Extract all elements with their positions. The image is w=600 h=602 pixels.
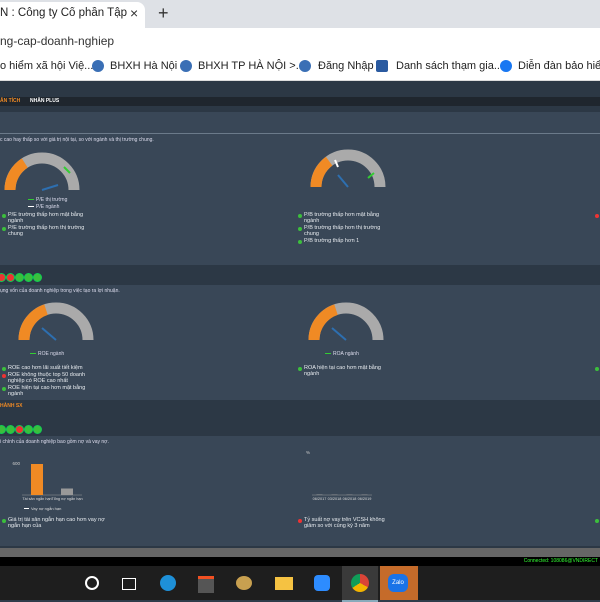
decoration xyxy=(2,387,6,391)
bullet: ROE không thuộc top 50 doanh nghiệp có R… xyxy=(8,372,88,384)
x-tick-label: 06/2019 xyxy=(358,497,372,501)
paint-icon[interactable] xyxy=(236,576,252,590)
bookmark[interactable]: Diễn đàn bảo hiểm... xyxy=(518,60,600,72)
legend: ROA ngành xyxy=(333,351,359,357)
bullet: P/B trường thấp hơn mặt bằng ngành xyxy=(304,212,384,224)
x-tick-label: 06/2017 xyxy=(313,497,327,501)
decoration xyxy=(298,227,302,231)
nav-strip xyxy=(0,97,600,106)
decoration xyxy=(30,353,36,354)
folder-icon[interactable] xyxy=(275,577,293,590)
gauges xyxy=(0,145,600,210)
bookmark-icon xyxy=(376,60,388,72)
bullet: ROA hiện tại cao hơn mặt bằng ngành xyxy=(304,365,384,377)
bullet: P/E trường thấp hơn thị trường chung xyxy=(8,225,88,237)
bookmark-icon xyxy=(299,60,311,72)
store-icon[interactable] xyxy=(198,576,214,593)
status-bar xyxy=(0,557,600,566)
x-tick-label: 03/2018 xyxy=(328,497,342,501)
decoration xyxy=(298,367,302,371)
bookmark[interactable]: BHXH Hà Nội xyxy=(110,60,177,72)
edge-icon[interactable] xyxy=(160,575,176,591)
decoration xyxy=(15,425,24,434)
decoration xyxy=(325,353,331,354)
zalo-icon: Zalo xyxy=(388,574,408,592)
decoration xyxy=(15,273,24,282)
section-label: HÀNH SX xyxy=(0,403,23,409)
section-desc: ụng vốn của doanh nghiệp trong việc tạo … xyxy=(0,288,120,294)
decoration xyxy=(298,519,302,523)
bullet: ROE cao hơn lãi suất tiết kiệm xyxy=(8,365,88,371)
bookmark[interactable]: Danh sách thạm gia... xyxy=(396,60,503,72)
section-desc: i chính của doanh nghiệp bao gồm nợ và v… xyxy=(0,439,109,445)
bookmark[interactable]: Đăng Nhập xyxy=(318,60,374,72)
y-tick-label: 600 xyxy=(12,461,20,466)
bookmark[interactable]: o hiểm xã hội Việ... xyxy=(0,60,93,72)
bullet: P/B trường thấp hơn 1 xyxy=(304,238,384,244)
decoration xyxy=(595,214,599,218)
decoration xyxy=(24,425,33,434)
nav-tab[interactable]: NHÂN PLUS xyxy=(30,98,59,104)
decoration xyxy=(2,519,6,523)
bookmark-icon xyxy=(92,60,104,72)
nav-tab[interactable]: ÂN TÍCH xyxy=(0,98,20,104)
section-desc: c cao hay thấp so với giá trị nội tại, s… xyxy=(0,137,154,143)
decoration xyxy=(33,273,42,282)
bullet: P/B trường thấp hơn thị trường chung xyxy=(304,225,384,237)
bookmark[interactable]: BHXH TP HÀ NỘI >... xyxy=(198,60,305,72)
needle xyxy=(338,175,348,187)
decoration xyxy=(6,425,15,434)
task-view[interactable] xyxy=(122,578,136,590)
needle xyxy=(42,185,58,190)
decoration xyxy=(2,367,6,371)
decoration xyxy=(298,240,302,244)
needle xyxy=(332,328,346,340)
legend: ROE ngành xyxy=(38,351,64,357)
decoration xyxy=(28,206,34,207)
gauges xyxy=(0,300,600,355)
decoration xyxy=(298,214,302,218)
needle xyxy=(42,328,56,340)
bullet: P/E trường thấp hơn mặt bằng ngành xyxy=(8,212,88,224)
bullet: ROE hiện tại cao hơn mặt bằng ngành xyxy=(8,385,88,397)
bar xyxy=(61,489,73,496)
decoration xyxy=(33,425,42,434)
legend: P/E thị trường xyxy=(36,197,67,203)
url[interactable]: ng-cap-doanh-nghiep xyxy=(0,34,114,48)
legend-swatch xyxy=(24,508,29,509)
decoration xyxy=(24,273,33,282)
zoom-icon[interactable] xyxy=(314,575,330,591)
status-text: Connected: 108086@VNDIRECT xyxy=(524,558,598,564)
decoration xyxy=(595,367,599,371)
legend: Vay nợ ngắn hạn xyxy=(31,506,61,511)
search-icon[interactable] xyxy=(85,576,99,590)
new-tab[interactable]: + xyxy=(158,3,169,24)
decoration xyxy=(2,214,6,218)
bullet: Tỷ suất nợ vay trên VCSH không giảm so v… xyxy=(304,517,394,529)
chrome-icon xyxy=(351,574,369,592)
bookmark-icon xyxy=(500,60,512,72)
decoration xyxy=(595,519,599,523)
decoration xyxy=(2,227,6,231)
bookmark-icon xyxy=(180,60,192,72)
decoration xyxy=(2,374,6,378)
x-tick-label: 06/2018 xyxy=(343,497,357,501)
decoration xyxy=(28,199,34,200)
y-tick-label: % xyxy=(306,450,310,455)
divider xyxy=(0,133,600,134)
tab-close[interactable]: × xyxy=(130,5,138,21)
bar xyxy=(31,464,43,495)
x-tick-label: Tổng nợ ngắn hạn xyxy=(51,496,82,501)
decoration xyxy=(6,273,15,282)
x-tick-label: Tài sản ngắn hạn xyxy=(22,496,51,501)
footer xyxy=(0,548,600,557)
bullet: Giá trị tài sản ngắn hạn cao hơn vay nợ … xyxy=(8,517,118,529)
legend: P/E ngành xyxy=(36,204,59,210)
tab-title: N : Công ty Cổ phần Tập đoàn xyxy=(0,7,128,19)
